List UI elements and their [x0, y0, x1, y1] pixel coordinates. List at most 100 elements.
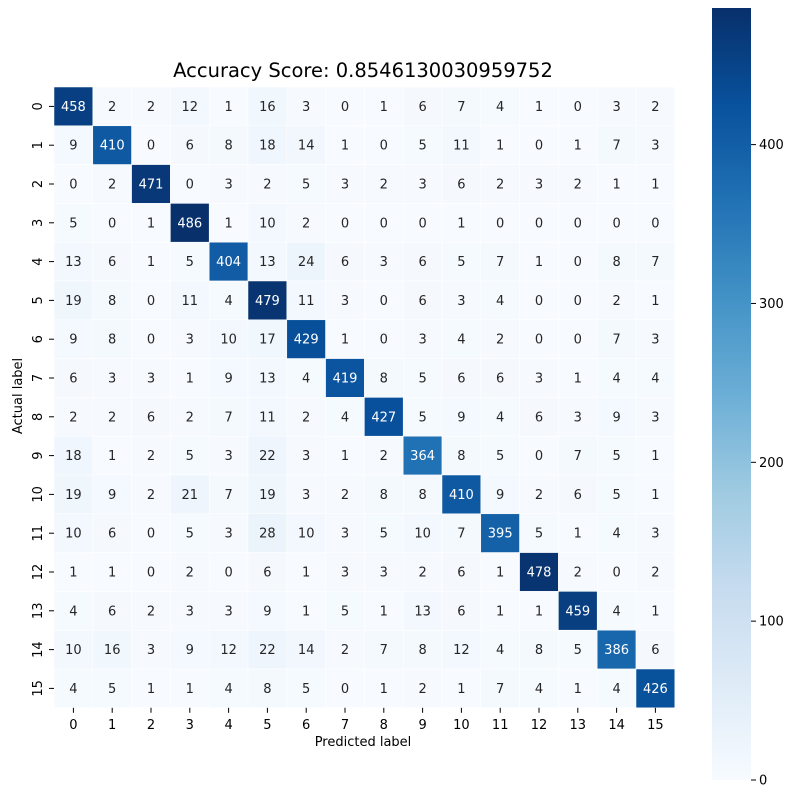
cell-value-label: 1: [147, 216, 155, 231]
x-tick-label: 11: [492, 718, 509, 733]
heatmap-cell: [402, 629, 443, 670]
heatmap-cell: [170, 358, 210, 398]
heatmap-cell: [247, 125, 288, 165]
cell-value-label: 17: [259, 333, 276, 348]
heatmap-cell: [325, 591, 365, 631]
heatmap-cell: [325, 629, 365, 670]
heatmap-cell: [53, 86, 94, 127]
heatmap-cell: [131, 474, 171, 515]
cell-value-label: 1: [380, 682, 388, 697]
cell-value-label: 7: [457, 527, 465, 542]
cell-value-label: 10: [298, 527, 315, 542]
cell-value-label: 5: [302, 682, 310, 697]
heatmap-cell: [170, 397, 210, 437]
heatmap-cell: [53, 591, 94, 631]
cell-value-label: 1: [224, 100, 232, 115]
heatmap-cell: [325, 241, 365, 282]
cell-value-label: 0: [612, 566, 620, 581]
heatmap-cell: [519, 203, 559, 243]
cell-value-label: 4: [457, 333, 465, 348]
y-tick-label: 8: [31, 413, 46, 421]
cell-value-label: 0: [341, 216, 349, 231]
cell-value-label: 2: [496, 333, 504, 348]
cell-value-label: 6: [263, 566, 271, 581]
cell-value-label: 5: [69, 216, 77, 231]
cell-value-label: 1: [651, 178, 659, 193]
heatmap-cell: [286, 280, 326, 321]
cell-value-label: 5: [418, 410, 426, 425]
cell-value-label: 9: [69, 139, 77, 154]
heatmap-cell: [286, 319, 326, 359]
heatmap-cell: [635, 474, 676, 515]
cell-value-label: 1: [341, 333, 349, 348]
cell-value-label: 2: [263, 178, 271, 193]
cell-value-label: 8: [418, 488, 426, 503]
heatmap-cell: [131, 552, 171, 592]
heatmap-cell: [247, 513, 288, 553]
cell-value-label: 7: [224, 410, 232, 425]
heatmap-cell: [480, 552, 520, 592]
heatmap-cell: [208, 552, 249, 592]
cell-value-label: 0: [380, 216, 388, 231]
cell-value-label: 13: [65, 255, 82, 270]
heatmap-cell: [247, 241, 288, 282]
heatmap-cell: [170, 668, 210, 709]
heatmap-cell: [92, 513, 132, 553]
cell-value-label: 7: [574, 449, 582, 464]
cell-value-label: 11: [298, 294, 315, 309]
heatmap-cell: [519, 358, 559, 398]
cell-value-label: 427: [371, 410, 396, 425]
cell-value-label: 6: [108, 255, 116, 270]
heatmap-cell: [208, 280, 249, 321]
cell-value-label: 6: [457, 178, 465, 193]
cell-value-label: 5: [457, 255, 465, 270]
cell-value-label: 410: [100, 139, 125, 154]
x-tick-label: 4: [224, 718, 232, 733]
heatmap-cell: [558, 668, 598, 709]
cell-value-label: 6: [574, 488, 582, 503]
heatmap-cell: [480, 319, 520, 359]
heatmap-cell: [208, 86, 249, 127]
heatmap-cell: [635, 513, 676, 553]
cell-value-label: 11: [453, 139, 470, 154]
heatmap-cell: [558, 435, 598, 476]
heatmap-cell: [53, 435, 94, 476]
cell-value-label: 8: [108, 294, 116, 309]
cell-value-label: 7: [457, 100, 465, 115]
cell-value-label: 4: [535, 682, 543, 697]
colorbar-axis: 0 100 200 300 400: [751, 138, 784, 789]
cell-value-label: 7: [224, 488, 232, 503]
heatmap-cell: [131, 125, 171, 165]
y-tick-label: 10: [31, 486, 46, 503]
cell-value-label: 2: [108, 178, 116, 193]
heatmap-cell: [441, 203, 482, 243]
y-tick-label: 15: [31, 680, 46, 697]
heatmap-cell: [635, 319, 676, 359]
heatmap-cell: [596, 474, 637, 515]
colorbar: [712, 8, 751, 780]
cell-value-label: 7: [496, 682, 504, 697]
cell-value-label: 5: [535, 527, 543, 542]
cell-value-label: 4: [341, 410, 349, 425]
cell-value-label: 22: [259, 449, 276, 464]
cell-value-label: 8: [380, 488, 388, 503]
y-tick-label: 11: [31, 525, 46, 542]
heatmap-cell: [635, 164, 676, 204]
colorbar-tick-label: 200: [759, 456, 784, 471]
cell-value-label: 3: [108, 372, 116, 387]
heatmap-cell: [635, 435, 676, 476]
heatmap-cell: [247, 164, 288, 204]
cell-value-label: 11: [182, 294, 199, 309]
heatmap-cell: [247, 358, 288, 398]
heatmap-cell: [596, 552, 637, 592]
heatmap-cell: [286, 668, 326, 709]
heatmap-cell: [247, 203, 288, 243]
heatmap-cell: [170, 319, 210, 359]
cell-value-label: 2: [418, 682, 426, 697]
cell-value-label: 3: [224, 449, 232, 464]
heatmap-cell: [558, 280, 598, 321]
heatmap-cell: [441, 164, 482, 204]
heatmap-cell: [53, 203, 94, 243]
cell-value-label: 3: [574, 410, 582, 425]
heatmap-cell: [170, 241, 210, 282]
